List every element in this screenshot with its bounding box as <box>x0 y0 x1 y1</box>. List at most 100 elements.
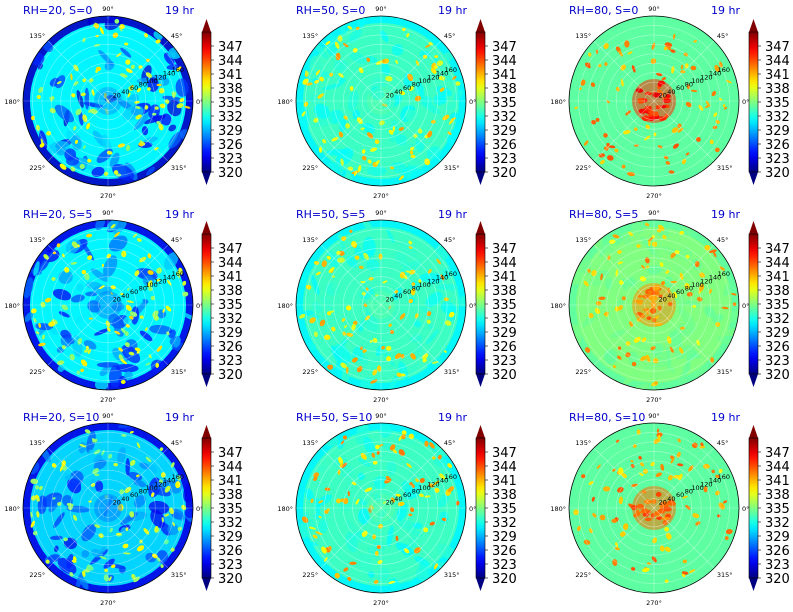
field-spot <box>424 158 430 166</box>
field-patch <box>162 95 185 103</box>
field-spot <box>409 482 413 486</box>
field-spot <box>301 516 309 523</box>
field-spot <box>656 428 660 433</box>
field-spot <box>145 72 152 78</box>
radial-tick-label: 140 <box>709 70 721 78</box>
field-spot <box>576 525 581 531</box>
field-spot <box>343 324 348 329</box>
field-patch <box>640 236 656 255</box>
radial-gridline <box>361 488 401 528</box>
angular-gridline <box>593 447 655 509</box>
field-rim <box>23 220 193 390</box>
panel-title: RH=20, S=0 <box>23 4 92 17</box>
field-patch <box>713 519 723 532</box>
colorbar-gradient <box>749 438 758 578</box>
field-spot <box>35 124 40 131</box>
field-patch <box>412 522 423 529</box>
field-spot <box>657 145 663 149</box>
field-spot <box>363 252 369 260</box>
field-spot <box>72 514 78 522</box>
colorbar-tick-label: 332 <box>492 516 517 531</box>
field-spot <box>95 34 99 38</box>
field-patch <box>414 341 423 359</box>
field-patch <box>311 301 323 313</box>
field-spot <box>664 579 669 583</box>
field-core-spot <box>637 97 645 104</box>
colorbar-tick-label: 332 <box>218 110 243 125</box>
radial-gridline <box>606 53 702 149</box>
field-patch <box>64 474 73 481</box>
field-patch <box>163 52 175 65</box>
field-spot <box>134 347 141 352</box>
field-spot <box>655 472 663 477</box>
field-spot <box>342 435 348 440</box>
field-spot <box>158 479 163 484</box>
field-spot <box>664 526 670 532</box>
field-spot <box>61 304 69 311</box>
angle-tick-label: 45° <box>717 236 729 244</box>
polar-frame <box>295 422 467 594</box>
field-spot <box>398 127 404 131</box>
field-spot <box>118 347 123 352</box>
radial-tick-label: 20 <box>659 498 667 506</box>
field-spot <box>614 148 619 153</box>
field-spot <box>389 444 396 451</box>
field-patch <box>314 103 330 119</box>
field-patch <box>697 109 709 120</box>
field-spot <box>108 453 113 459</box>
field-patch <box>357 472 365 481</box>
field-spot <box>71 93 76 98</box>
field-core-spot <box>643 308 650 312</box>
field-spot <box>678 473 683 481</box>
field-spot <box>428 483 435 488</box>
field-patch <box>103 496 113 518</box>
field-patch <box>340 338 348 347</box>
field-spot <box>602 486 611 492</box>
field-patch <box>579 528 584 550</box>
angular-gridline <box>107 100 169 162</box>
field-spot <box>600 159 605 165</box>
field-spot <box>343 567 349 572</box>
field-spot <box>112 32 119 38</box>
field-spot <box>156 556 161 562</box>
field-spot <box>370 379 378 384</box>
field-spot <box>691 442 698 449</box>
field-spot <box>643 468 648 474</box>
field-spot <box>374 294 379 297</box>
field-spot <box>681 158 687 165</box>
polar-panel-2: 20 40 60 8010012014016090°45°0°315°270°225°… <box>277 4 517 200</box>
field-spot <box>676 463 684 467</box>
field-spot <box>160 564 164 568</box>
colorbar-tick-label: 332 <box>218 312 243 327</box>
colorbar-tick-label: 320 <box>765 166 790 181</box>
colorbar-tick-label: 329 <box>218 326 243 341</box>
field-spot <box>113 170 119 175</box>
field-patch <box>358 508 370 525</box>
field-patch <box>683 345 696 357</box>
field-patch <box>183 480 193 503</box>
colorbar-extend-min <box>476 374 485 387</box>
field-spot <box>331 137 339 142</box>
field-spot <box>126 300 134 303</box>
field-patch <box>685 158 696 164</box>
radial-tick-label: 120 <box>154 73 166 81</box>
field-spot <box>698 104 704 111</box>
field-core-spot <box>660 501 668 507</box>
field-patch <box>595 243 616 253</box>
field-spot <box>351 240 357 248</box>
radial-gridline <box>51 44 165 158</box>
field-spot <box>618 467 624 476</box>
field-spot <box>111 564 116 569</box>
field-spot <box>699 445 706 449</box>
field-spot <box>709 139 714 145</box>
colorbar-tick-label: 320 <box>492 572 517 587</box>
colorbar-tick-label: 326 <box>765 138 790 153</box>
field-core-spot <box>642 512 650 517</box>
field-spot <box>429 442 435 449</box>
colorbar-tick-label: 341 <box>765 474 790 489</box>
radial-tick-label: 160 <box>172 66 184 74</box>
field-spot <box>30 478 39 485</box>
field-spot <box>699 284 705 292</box>
polar-panel-4: 20 40 60 8010012014016090°45°0°315°270°225°… <box>4 208 243 404</box>
